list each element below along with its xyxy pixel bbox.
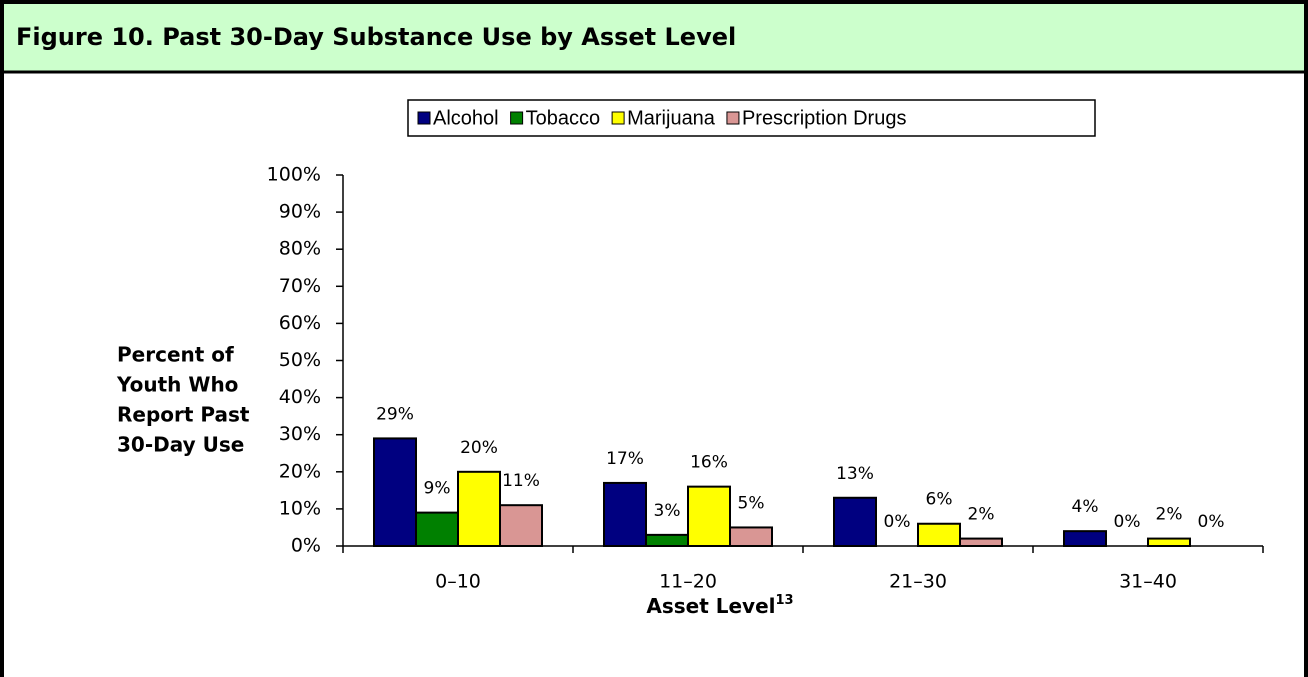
value-label: 4% xyxy=(1072,497,1099,517)
value-label: 17% xyxy=(606,449,644,469)
bar xyxy=(729,526,773,548)
y-axis-label: 30-Day Use xyxy=(117,433,244,457)
bar xyxy=(917,522,961,547)
value-label: 11% xyxy=(502,471,540,491)
x-axis-label: Asset Level13 xyxy=(646,593,793,618)
y-tick-label: 70% xyxy=(279,275,321,297)
legend-label: Alcohol xyxy=(433,107,499,129)
y-tick-label: 0% xyxy=(291,535,321,557)
y-tick-label: 40% xyxy=(279,386,321,408)
bar xyxy=(959,537,1003,548)
y-tick-label: 50% xyxy=(279,349,321,371)
x-axis-note: 13 xyxy=(776,593,794,608)
x-axis-title: Asset Level xyxy=(646,594,775,618)
header-band xyxy=(2,2,1306,72)
legend-label: Marijuana xyxy=(627,107,716,129)
bar xyxy=(687,485,731,548)
bar xyxy=(373,437,417,547)
y-tick-label: 10% xyxy=(279,497,321,519)
y-tick-label: 100% xyxy=(267,164,321,186)
y-axis-label: Percent of xyxy=(117,343,234,367)
y-axis-label: Report Past xyxy=(117,403,250,427)
y-axis-label: Youth Who xyxy=(116,373,238,397)
value-label: 0% xyxy=(1114,512,1141,532)
legend-label: Prescription Drugs xyxy=(742,107,907,129)
bar xyxy=(457,470,501,547)
legend-swatch xyxy=(726,111,740,125)
y-tick-label: 30% xyxy=(279,423,321,445)
value-label: 6% xyxy=(926,490,953,510)
value-label: 0% xyxy=(884,512,911,532)
bar xyxy=(499,504,543,548)
legend-label: Tobacco xyxy=(526,107,601,129)
y-tick-label: 90% xyxy=(279,201,321,223)
value-label: 16% xyxy=(690,453,728,473)
legend-swatch xyxy=(611,111,625,125)
value-label: 9% xyxy=(424,479,451,499)
bar xyxy=(833,496,877,547)
value-label: 29% xyxy=(376,404,414,424)
value-label: 13% xyxy=(836,464,874,484)
bar xyxy=(1147,537,1191,548)
y-tick-label: 20% xyxy=(279,460,321,482)
value-label: 2% xyxy=(1156,505,1183,525)
value-label: 0% xyxy=(1198,512,1225,532)
value-label: 20% xyxy=(460,438,498,458)
bar xyxy=(1063,530,1107,547)
value-label: 5% xyxy=(738,493,765,513)
x-tick-label: 11–20 xyxy=(659,571,717,593)
legend-swatch xyxy=(417,111,431,125)
x-tick-label: 0–10 xyxy=(435,571,481,593)
legend-swatch xyxy=(510,111,524,125)
chart-title: Figure 10. Past 30-Day Substance Use by … xyxy=(16,23,736,51)
x-tick-label: 21–30 xyxy=(889,571,947,593)
bar xyxy=(603,481,647,547)
bar xyxy=(415,511,459,547)
value-label: 2% xyxy=(968,505,995,525)
x-tick-label: 31–40 xyxy=(1119,571,1177,593)
y-tick-label: 80% xyxy=(279,238,321,260)
y-tick-label: 60% xyxy=(279,312,321,334)
bar xyxy=(645,533,689,547)
value-label: 3% xyxy=(654,501,681,521)
